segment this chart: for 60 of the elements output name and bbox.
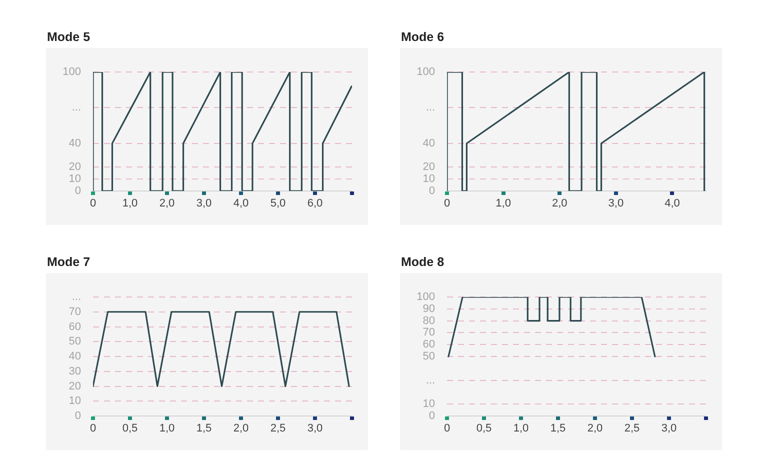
x-tick-label: 4,0 [233,198,249,210]
x-tick-label: 0 [444,198,450,210]
x-tick-label: 3,0 [307,422,323,435]
x-tick-label: 4,0 [664,198,680,210]
y-tick-label: 60 [68,320,81,333]
x-tick-label: 1,5 [550,422,566,435]
y-tick-label: 60 [422,338,435,351]
y-tick-label: 10 [422,398,435,410]
y-tick-label: ... [72,291,81,304]
y-tick-label: 0 [74,410,81,422]
x-tick-label: 2,0 [587,422,603,435]
chart-title: Mode 5 [47,30,90,44]
x-tick-label: 2,5 [624,422,640,435]
x-tick-label: 1,0 [122,198,138,210]
y-tick-label: 0 [428,410,435,422]
y-tick-label: 100 [62,66,81,78]
y-tick-label: 40 [422,137,435,150]
y-tick-label: 70 [68,306,81,318]
y-tick-label: 40 [68,137,81,150]
y-tick-label: 0 [428,185,435,198]
x-tick-label: 0,5 [122,422,138,435]
x-tick-label: 0,5 [476,422,492,435]
y-tick-label: 80 [422,314,435,327]
x-tick-label: 2,5 [270,422,286,435]
y-tick-label: 20 [68,380,81,392]
y-tick-label: 50 [422,350,435,363]
y-tick-label: 40 [68,350,81,363]
y-tick-label: 30 [68,365,81,378]
y-tick-label: 100 [416,291,435,304]
x-tick-label: 0 [90,198,96,210]
x-tick-label: 1,0 [496,198,511,210]
y-tick-label: 10 [422,173,435,186]
y-tick-label: 10 [68,395,81,408]
chart-title: Mode 6 [401,30,444,44]
y-tick-label: ... [72,102,81,114]
x-tick-label: 1,0 [513,422,529,435]
x-tick-label: 0 [444,422,450,435]
y-tick-label: 90 [422,302,435,315]
y-tick-label: 70 [422,326,435,339]
y-tick-label: 10 [68,173,81,186]
y-tick-label: 20 [422,161,435,174]
x-tick-label: 1,5 [196,422,212,435]
x-tick-label: 6,0 [307,198,323,210]
x-tick-label: 5,0 [270,198,286,210]
x-tick-label: 3,0 [661,422,677,435]
x-tick-label: 3,0 [608,198,624,210]
y-tick-label: 0 [74,185,81,198]
x-tick-label: 3,0 [196,198,212,210]
chart-title: Mode 8 [401,255,444,269]
x-tick-label: 2,0 [233,422,249,435]
x-tick-label: 2,0 [159,198,175,210]
y-tick-label: ... [426,374,435,386]
x-tick-label: 0 [90,422,96,435]
x-tick-label: 2,0 [552,198,568,210]
y-tick-label: 50 [68,336,81,348]
y-tick-label: ... [426,102,435,114]
y-tick-label: 20 [68,161,81,174]
chart-title: Mode 7 [47,255,90,269]
x-tick-label: 1,0 [159,422,175,435]
y-tick-label: 100 [416,66,435,78]
